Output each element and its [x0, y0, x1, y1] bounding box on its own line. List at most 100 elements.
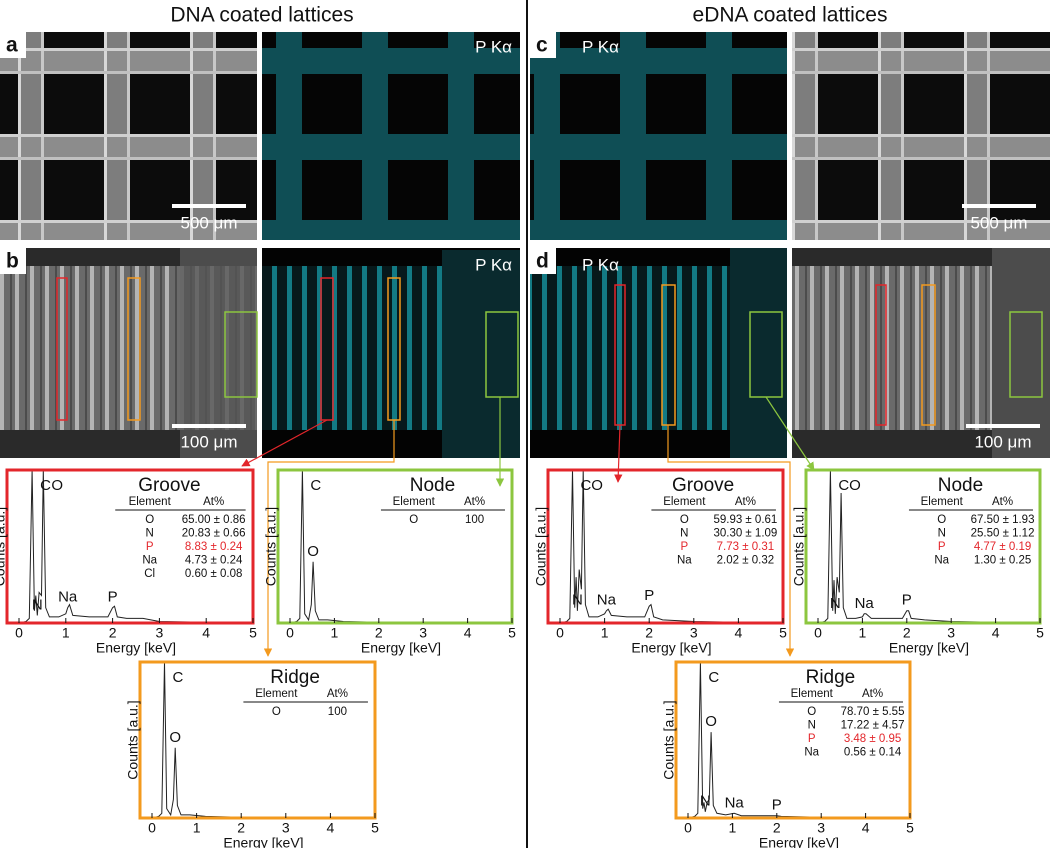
peak-label: P [902, 592, 912, 609]
peak-label: Na [58, 589, 78, 606]
peak-label: C [172, 669, 183, 686]
x-tick-label: 3 [817, 820, 825, 836]
x-axis-label: Energy [keV] [361, 640, 441, 656]
table-cell: N [146, 528, 154, 540]
scale-bar-label: 500 μm [970, 213, 1027, 232]
peak-label: O [307, 543, 319, 560]
panel-letter: c [536, 34, 548, 57]
table-cell: Cl [144, 568, 155, 580]
panel-title: Groove [672, 475, 734, 496]
x-tick-label: 2 [773, 820, 781, 836]
label-box [530, 32, 556, 58]
region-boxes [56, 277, 1043, 426]
spectrum-panel: 0 1 2 3 4 5 Energy [keV] Counts [a.u.] C O RidgeEl… [125, 660, 379, 848]
sem-node [992, 248, 1050, 458]
x-tick-label: 3 [282, 820, 290, 836]
x-tick-label: 2 [109, 625, 117, 641]
ridge-box [127, 277, 141, 421]
peak-label: Na [725, 794, 745, 811]
table-cell: 67.50 ± 1.93 [971, 514, 1035, 526]
table-cell: 4.77 ± 0.19 [974, 541, 1031, 553]
groove-box [875, 284, 887, 426]
x-tick-label: 1 [601, 625, 609, 641]
y-axis-label: Counts [a.u.] [125, 700, 141, 779]
table-header: At% [862, 688, 883, 700]
peak-label: P [108, 589, 118, 606]
table-cell: 59.93 ± 0.61 [713, 514, 777, 526]
spectrum-line [151, 662, 375, 818]
x-tick-label: 2 [645, 625, 653, 641]
connectors [241, 396, 815, 657]
y-axis-label: Counts [a.u.] [791, 507, 807, 586]
table-cell: 17.22 ± 4.57 [841, 720, 905, 732]
node-box [1009, 311, 1043, 398]
scale-bar-label: 100 μm [180, 432, 237, 451]
x-axis-label: Energy [keV] [223, 835, 303, 848]
table-cell: 0.56 ± 0.14 [844, 747, 902, 759]
table-header: Element [791, 688, 834, 700]
panel-frame [674, 660, 912, 820]
table-header: At% [203, 496, 224, 508]
table-header: At% [735, 496, 756, 508]
table-cell: Na [677, 555, 692, 567]
x-tick-label: 3 [419, 625, 427, 641]
table-cell: 100 [328, 706, 347, 718]
sem-image [0, 32, 257, 240]
x-tick-label: 1 [193, 820, 201, 836]
table-cell: P [808, 733, 816, 745]
peak-label: N [830, 595, 841, 612]
table-cell: 7.73 ± 0.31 [717, 541, 774, 553]
table-cell: O [807, 706, 816, 718]
peak-label: C [838, 477, 849, 494]
x-tick-label: 3 [156, 625, 164, 641]
column-title: DNA coated lattices [170, 4, 353, 27]
panel-title: Ridge [806, 667, 856, 688]
table-cell: N [938, 528, 946, 540]
x-tick-label: 3 [690, 625, 698, 641]
x-tick-label: 5 [1036, 625, 1044, 641]
table-cell: 20.83 ± 0.66 [182, 528, 246, 540]
x-axis-label: Energy [keV] [889, 640, 969, 656]
peak-label: Na [597, 592, 617, 609]
panel-frame [546, 468, 785, 625]
micrographs-bottom: b d P Kα P Kα 100 μm 100 μm [0, 248, 1050, 458]
peak-label: C [708, 669, 719, 686]
spectrum-line [289, 470, 512, 623]
sem-node [180, 248, 257, 458]
peak-label: C [310, 477, 321, 494]
eds-map [530, 32, 787, 240]
table-cell: Na [934, 555, 949, 567]
table-cell: N [808, 720, 816, 732]
table-cell: 25.50 ± 1.12 [971, 528, 1035, 540]
x-tick-label: 4 [992, 625, 1000, 641]
table-cell: 30.30 ± 1.09 [713, 528, 777, 540]
y-axis-label: Counts [a.u.] [0, 507, 8, 586]
peak-label: Na [855, 595, 875, 612]
panel-title: Node [410, 475, 455, 496]
x-tick-label: 4 [327, 820, 335, 836]
x-tick-label: 1 [729, 820, 737, 836]
map-channel: P Kα [475, 37, 512, 56]
panel-title: Node [938, 475, 983, 496]
x-tick-label: 0 [814, 625, 822, 641]
node-box [485, 311, 519, 398]
peak-label: P [644, 587, 654, 604]
panel-frame [804, 468, 1042, 625]
x-tick-label: 3 [947, 625, 955, 641]
x-tick-label: 4 [862, 820, 870, 836]
panel-letter: b [6, 250, 19, 273]
map-channel: P Kα [582, 255, 619, 274]
spectrum-panel: 0 1 2 3 4 5 Energy [keV] Counts [a.u.] C O NodeEle… [263, 468, 516, 656]
table-cell: O [680, 514, 689, 526]
peak-label: N [32, 596, 43, 613]
arrow [241, 419, 328, 467]
x-tick-label: 4 [464, 625, 472, 641]
table-cell: P [146, 541, 154, 553]
x-tick-label: 5 [508, 625, 516, 641]
table-header: At% [992, 496, 1013, 508]
peak-label: C [580, 477, 591, 494]
sem-image [792, 32, 1050, 240]
table-cell: 65.00 ± 0.86 [182, 514, 246, 526]
